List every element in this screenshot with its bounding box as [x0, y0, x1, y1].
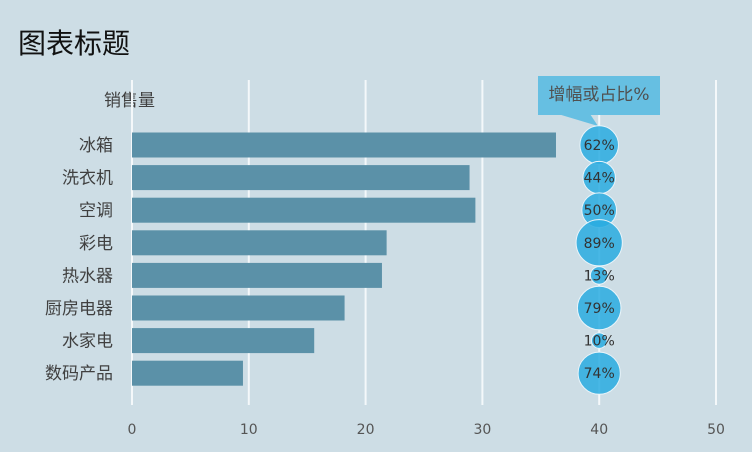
bar	[132, 262, 382, 288]
bubble-label: 44%	[584, 171, 615, 187]
bar	[132, 165, 470, 191]
category-label: 数码产品	[45, 364, 113, 384]
bar	[132, 360, 243, 386]
category-label: 热水器	[62, 266, 113, 286]
bar	[132, 132, 556, 158]
x-tick-label: 30	[473, 422, 491, 438]
bubble	[575, 219, 623, 267]
bubble-label: 13%	[584, 268, 615, 284]
bubble-label: 50%	[584, 203, 615, 219]
category-label: 彩电	[79, 234, 113, 254]
bar	[132, 295, 345, 321]
bubble	[576, 285, 622, 331]
category-label: 冰箱	[79, 136, 113, 156]
bar	[132, 230, 387, 256]
bubble-label: 62%	[584, 138, 615, 154]
bubble-label: 74%	[584, 366, 615, 382]
x-tick-label: 20	[357, 422, 375, 438]
x-tick-label: 40	[590, 422, 608, 438]
bubble-label: 10%	[584, 334, 615, 350]
bubble-label: 89%	[584, 236, 615, 252]
bubble	[590, 332, 608, 349]
x-tick-label: 50	[707, 422, 725, 438]
category-label: 洗衣机	[62, 169, 113, 189]
chart-title: 图表标题	[18, 27, 131, 60]
bubble-callout: 增幅或占比%	[538, 76, 660, 115]
bar	[132, 328, 315, 354]
callout-pointer	[558, 114, 598, 126]
bubble	[589, 266, 609, 285]
bar	[132, 197, 476, 223]
y-axis-label: 销售量	[104, 91, 155, 111]
category-label: 厨房电器	[45, 299, 113, 319]
x-tick-label: 10	[240, 422, 258, 438]
bubble-label: 79%	[584, 301, 615, 317]
x-tick-label: 0	[128, 422, 137, 438]
category-label: 空调	[79, 201, 113, 221]
category-label: 水家电	[62, 332, 113, 352]
bubble	[577, 351, 621, 395]
